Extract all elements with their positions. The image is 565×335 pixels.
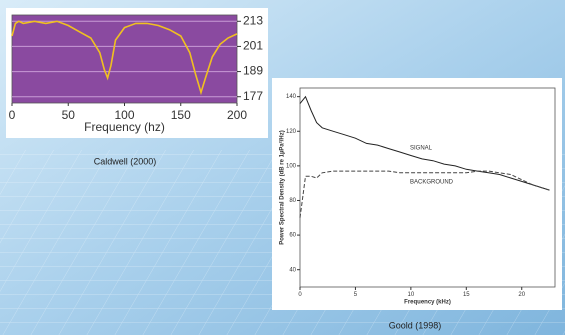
data-line (299, 170, 550, 218)
x-axis-label: Frequency (kHz) (404, 300, 451, 306)
x-tick-label: 200 (227, 108, 247, 122)
data-line (11, 20, 238, 96)
y-axis-label: Power Spectral Density (dB re 1µPa²/Hz) (279, 130, 286, 245)
x-tick-label: 0 (298, 292, 302, 298)
y-tick-label: 201 (243, 39, 263, 53)
data-line (299, 95, 550, 191)
x-tick-label: 0 (9, 108, 16, 122)
y-tick-label: 40 (289, 267, 296, 273)
x-axis-label: Frequency (hz) (84, 120, 165, 134)
caption: Caldwell (2000) (94, 156, 157, 166)
y-tick-label: 120 (286, 129, 297, 135)
y-tick-label: 80 (289, 198, 296, 204)
y-tick-label: 189 (243, 64, 263, 78)
series-label: SIGNAL (410, 146, 433, 152)
y-tick-label: 140 (286, 94, 297, 100)
x-tick-label: 20 (518, 292, 525, 298)
x-tick-label: 150 (171, 108, 191, 122)
caption: Goold (1998) (389, 320, 442, 330)
x-tick-label: 100 (114, 108, 134, 122)
y-tick-label: 60 (289, 233, 296, 239)
y-tick-label: 100 (286, 163, 297, 169)
x-tick-label: 5 (354, 292, 358, 298)
y-tick-label: 213 (243, 13, 263, 27)
x-tick-label: 15 (463, 292, 470, 298)
series-label: BACKGROUND (410, 180, 454, 186)
x-tick-label: 10 (408, 292, 415, 298)
y-tick-label: 177 (243, 89, 263, 103)
x-tick-label: 50 (62, 108, 76, 122)
plot-area (299, 87, 556, 288)
